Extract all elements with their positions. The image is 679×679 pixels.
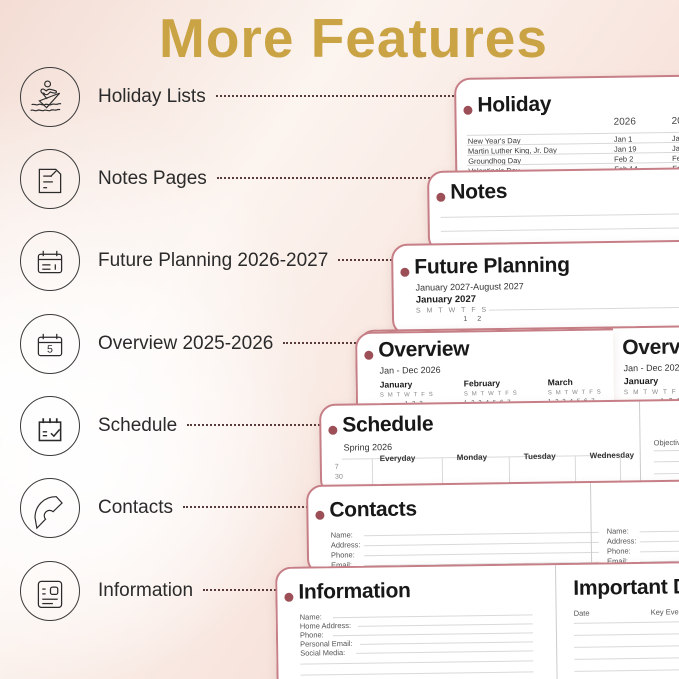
svg-text:5: 5	[47, 344, 53, 356]
